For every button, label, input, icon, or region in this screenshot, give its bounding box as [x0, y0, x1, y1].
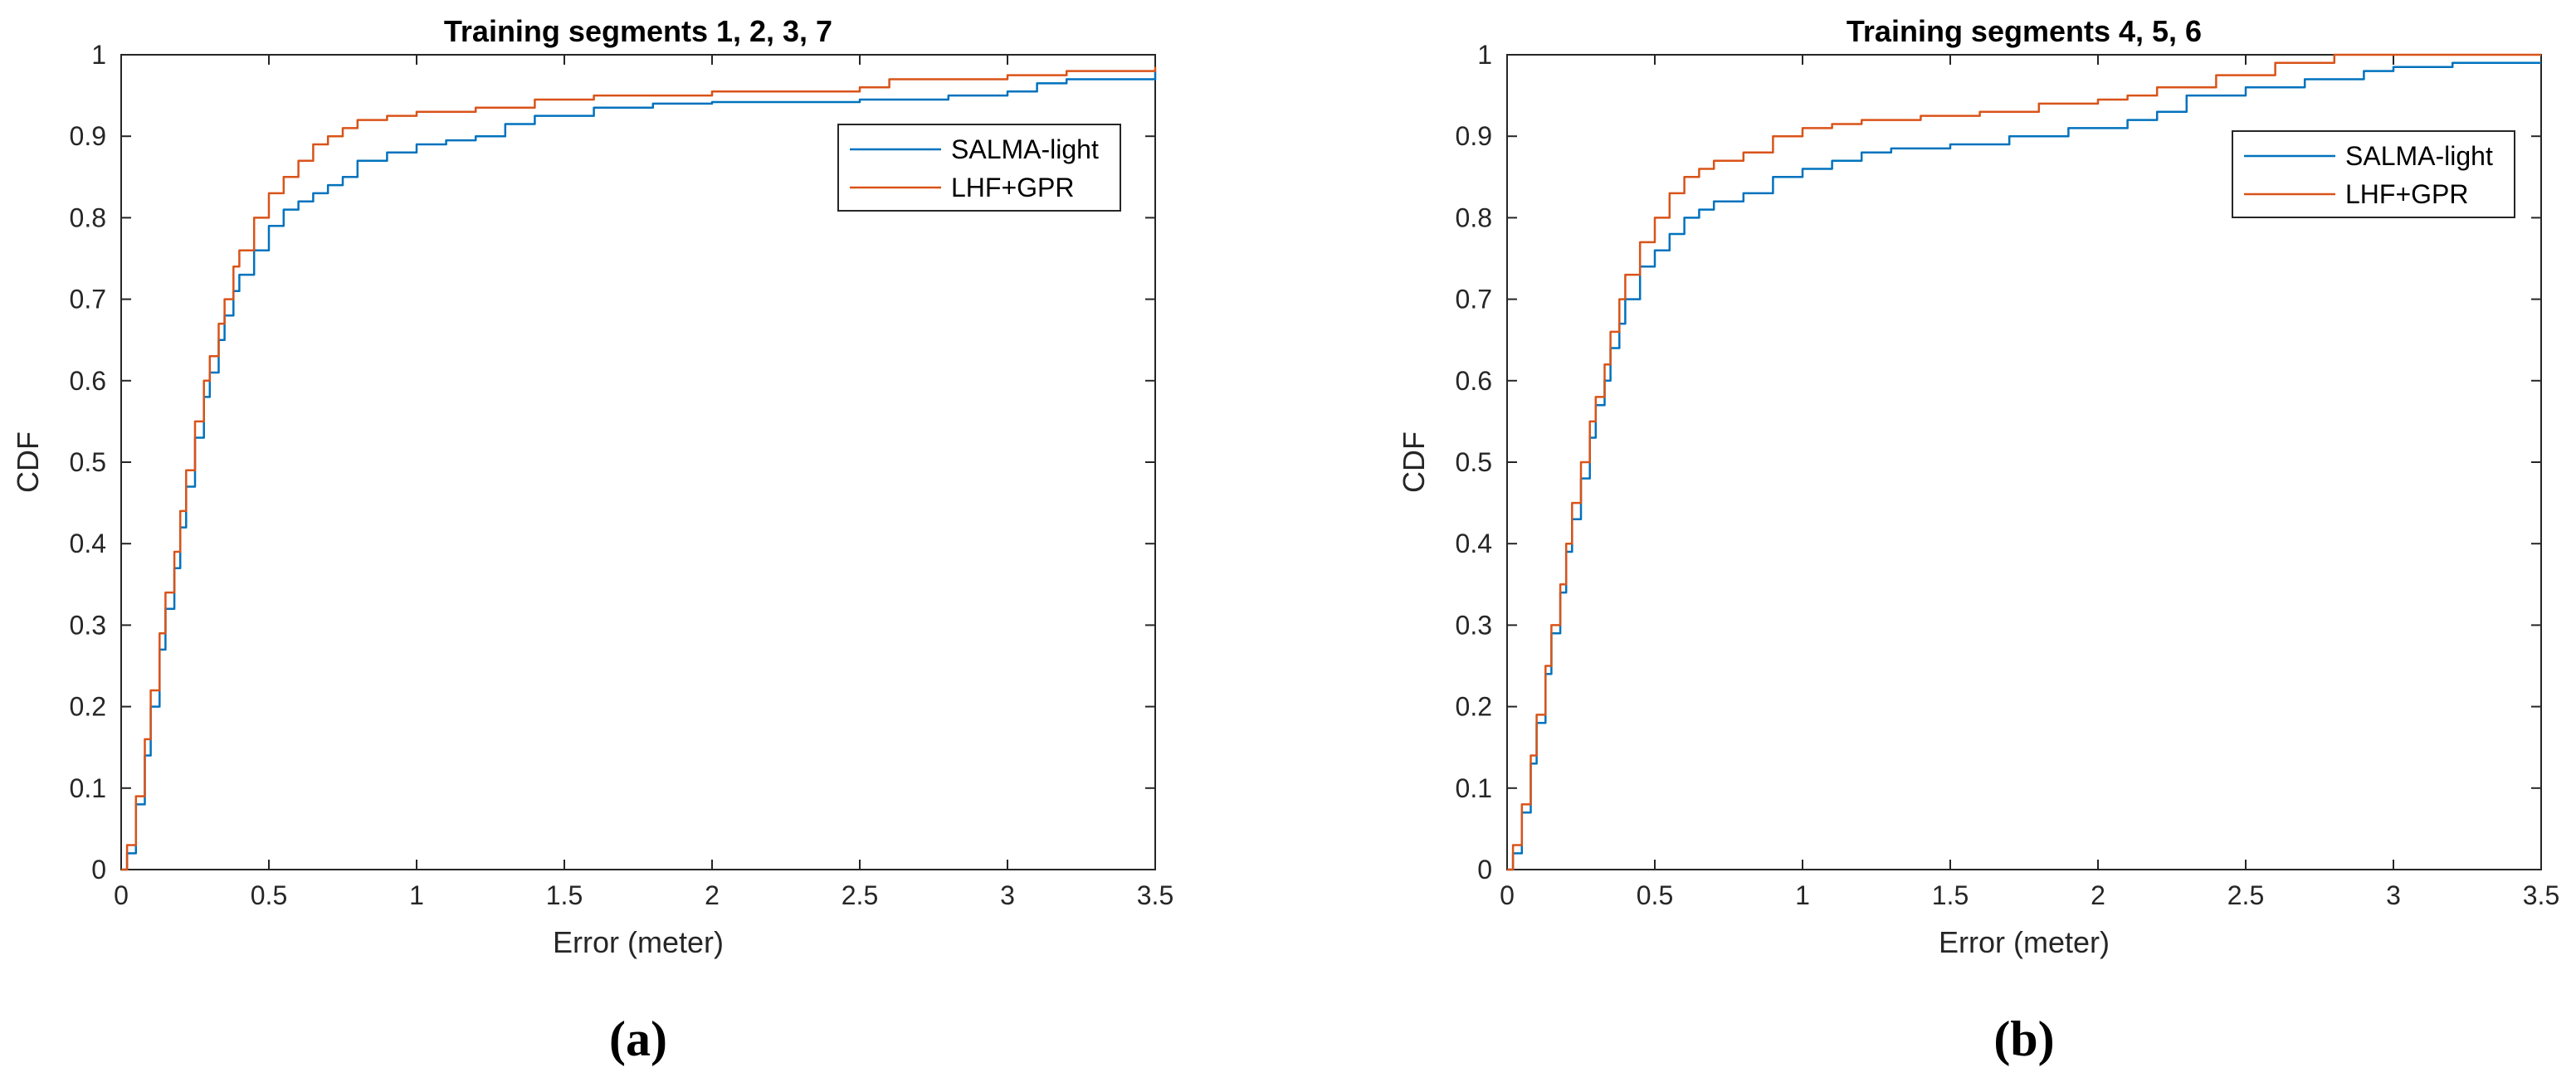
- y-tick-label: 0.9: [70, 121, 106, 151]
- x-tick-label: 2.5: [2227, 880, 2264, 910]
- x-tick-label: 3.5: [1137, 880, 1173, 910]
- x-tick-label: 1.5: [546, 880, 583, 910]
- x-tick-label: 3.5: [2523, 880, 2559, 910]
- chart-panel-a: 0 0.5 1 1.5 2 2.5 3 3.5 0 0.1 0.2 0.3 0.4 0.5 0.6 0.7 0.…: [11, 14, 1173, 1066]
- chart-panel-b: 0 0.5 1 1.5 2 2.5 3 3.5 0 0.1 0.2 0.3 0.4 0.5 0.6 0.7 0.…: [1397, 14, 2559, 1066]
- chart-title: Training segments 4, 5, 6: [1847, 14, 2202, 48]
- y-tick-label: 0.2: [1456, 692, 1492, 722]
- x-tick-label: 1.5: [1932, 880, 1969, 910]
- y-tick-label: 0.6: [70, 366, 106, 396]
- y-axis-title: CDF: [1397, 431, 1431, 493]
- y-tick-label: 1: [91, 40, 106, 70]
- y-tick-label: 0.3: [70, 610, 106, 640]
- x-tick-label: 0.5: [1637, 880, 1673, 910]
- y-tick-label: 0.4: [1456, 529, 1492, 558]
- y-tick-label: 0.8: [1456, 202, 1492, 232]
- series-line-lhf-gpr: [121, 66, 1157, 871]
- series-line-lhf-gpr: [1507, 53, 2541, 871]
- y-tick-label: 0.2: [70, 692, 106, 722]
- panel-label: (a): [609, 1011, 667, 1066]
- y-tick-label: 0: [91, 855, 106, 885]
- x-axis-title: Error (meter): [1939, 925, 2110, 959]
- y-tick-label: 0.9: [1456, 121, 1492, 151]
- x-tick-label: 1: [1795, 880, 1810, 910]
- x-tick-label: 1: [409, 880, 424, 910]
- y-tick-label: 0: [1477, 855, 1492, 885]
- legend-entry: SALMA-light: [2345, 141, 2493, 171]
- x-tick-label: 2: [2091, 880, 2105, 910]
- y-tick-label: 0.6: [1456, 366, 1492, 396]
- x-axis-title: Error (meter): [553, 925, 724, 959]
- y-tick-label: 0.8: [70, 202, 106, 232]
- legend-box: [2232, 130, 2515, 218]
- y-tick-label: 0.1: [1456, 773, 1492, 803]
- chart-title: Training segments 1, 2, 3, 7: [444, 14, 832, 48]
- legend-box: [837, 124, 1121, 212]
- x-tick-label: 0: [114, 880, 129, 910]
- y-tick-label: 0.5: [1456, 447, 1492, 477]
- y-tick-label: 0.3: [1456, 610, 1492, 640]
- y-tick-label: 0.7: [70, 285, 106, 314]
- x-tick-label: 0: [1500, 880, 1515, 910]
- x-tick-label: 2.5: [842, 880, 878, 910]
- legend-entry: SALMA-light: [951, 134, 1099, 164]
- y-axis-title: CDF: [11, 431, 45, 493]
- x-tick-label: 0.5: [251, 880, 287, 910]
- y-tick-label: 0.1: [70, 773, 106, 803]
- x-tick-label: 2: [705, 880, 720, 910]
- panel-label: (b): [1993, 1011, 2054, 1066]
- x-tick-label: 3: [2386, 880, 2401, 910]
- y-tick-label: 1: [1477, 40, 1492, 70]
- legend: SALMA-light LHF+GPR: [2232, 130, 2515, 218]
- x-tick-label: 3: [1000, 880, 1015, 910]
- series-line-salma-light: [1507, 61, 2541, 871]
- y-tick-label: 0.7: [1456, 285, 1492, 314]
- legend-entry: LHF+GPR: [2345, 179, 2468, 209]
- legend: SALMA-light LHF+GPR: [837, 124, 1121, 212]
- y-tick-label: 0.5: [70, 447, 106, 477]
- y-tick-label: 0.4: [70, 529, 106, 558]
- legend-entry: LHF+GPR: [951, 173, 1074, 202]
- series-line-salma-light: [121, 71, 1157, 871]
